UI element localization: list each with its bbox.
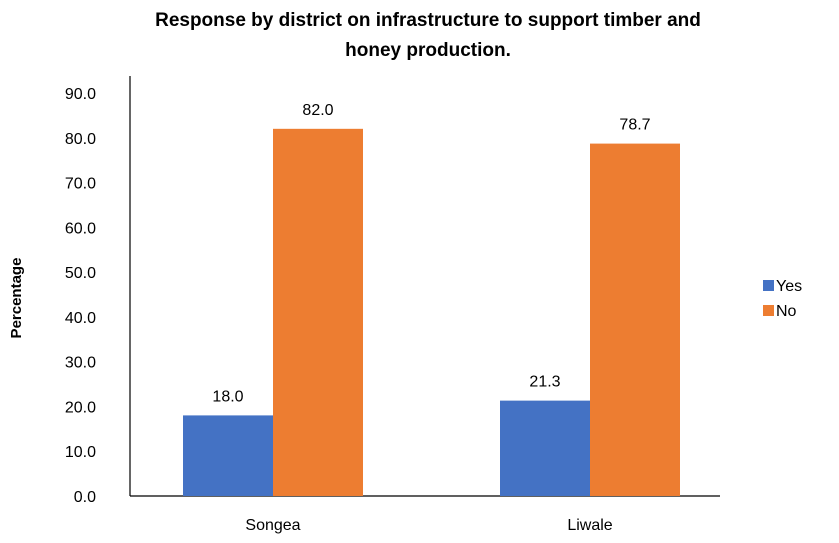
x-tick-label: Songea (245, 517, 300, 534)
bar-no-songea (273, 128, 363, 497)
y-tick-label: 70.0 (65, 176, 96, 193)
chart-title: Response by district on infrastructure t… (155, 10, 701, 61)
legend-label-yes: Yes (776, 278, 802, 295)
y-tick-label: 90.0 (65, 86, 96, 103)
legend: Yes No (763, 278, 802, 320)
legend-label-no: No (776, 303, 797, 320)
chart-title-line-1: Response by district on infrastructure t… (155, 10, 701, 31)
y-tick-label: 40.0 (65, 310, 96, 327)
value-labels: 18.0 21.3 82.0 78.7 (212, 102, 650, 406)
y-tick-label: 30.0 (65, 355, 96, 372)
y-tick-label: 20.0 (65, 399, 96, 416)
data-label: 21.3 (529, 374, 560, 391)
y-tick-labels: 0.0 10.0 20.0 30.0 40.0 50.0 60.0 70.0 80.0 90.0 (65, 86, 96, 506)
legend-swatch-no (763, 305, 774, 316)
data-label: 78.7 (619, 117, 650, 134)
data-label: 82.0 (302, 102, 333, 119)
y-tick-label: 80.0 (65, 131, 96, 148)
bars (183, 128, 680, 497)
chart-title-line-2: honey production. (345, 40, 511, 61)
y-tick-label: 0.0 (74, 489, 96, 506)
x-tick-label: Liwale (567, 517, 612, 534)
bar-no-liwale (590, 143, 680, 497)
category-labels: Songea Liwale (245, 517, 612, 534)
legend-swatch-yes (763, 280, 774, 291)
bar-yes-liwale (500, 400, 590, 496)
y-tick-label: 50.0 (65, 265, 96, 282)
y-tick-label: 60.0 (65, 220, 96, 237)
bar-yes-songea (183, 415, 273, 496)
y-tick-label: 10.0 (65, 444, 96, 461)
data-label: 18.0 (212, 388, 243, 405)
y-axis-label: Percentage (8, 258, 25, 339)
